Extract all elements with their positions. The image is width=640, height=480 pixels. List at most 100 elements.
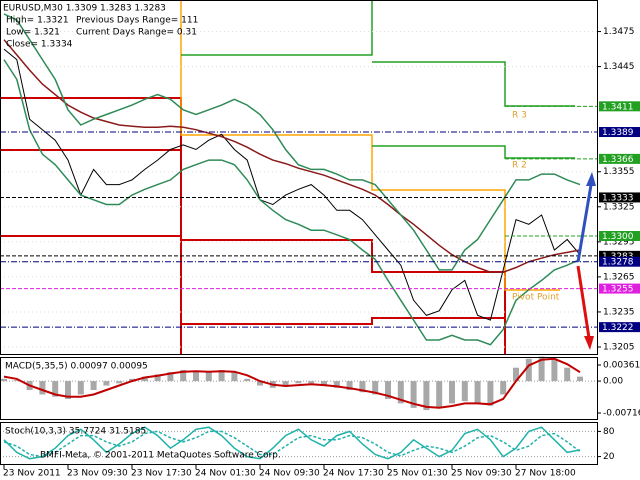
level-label: 1.3278: [602, 258, 634, 268]
y-tick-label: 1.3355: [603, 167, 635, 177]
level-label: 1.3300: [602, 232, 634, 242]
macd-bar: [52, 381, 59, 397]
macd-bar: [487, 381, 494, 406]
macd-bar: [551, 358, 558, 382]
stoch-title: Stoch(10,3,3) 35.7724 31.5185: [5, 427, 146, 437]
copyright: BMFI-Meta, © 2001-2011 MetaQuotes Softwa…: [40, 451, 281, 461]
macd-bar: [257, 381, 263, 386]
macd-bar: [116, 381, 123, 384]
arrows: [576, 172, 596, 350]
x-tick-label: 24 Nov 09:30: [259, 469, 320, 479]
y-tick-label: 1.3205: [603, 342, 635, 352]
y-tick-label: 20: [603, 452, 615, 462]
macd-bar: [321, 381, 327, 386]
info-text: Low= 1.321: [6, 28, 60, 38]
macd-bar: [436, 381, 443, 408]
level-box: [599, 192, 640, 203]
macd-bar: [397, 381, 404, 404]
info-text: Previous Days Range= 111: [76, 16, 198, 26]
macd-pane-border: [0, 357, 598, 420]
level-box: [599, 231, 640, 241]
macd-bar: [282, 381, 289, 386]
series-line: [3, 59, 581, 346]
y-tick-label: 0.00: [603, 377, 623, 387]
level-label: 1.3255: [602, 285, 634, 295]
series-line: [3, 48, 581, 321]
level-box: [599, 283, 640, 294]
macd-bar: [193, 372, 199, 382]
x-tick-label: 25 Nov 09:30: [451, 469, 512, 479]
y-tick-label: 0.00361: [603, 360, 640, 370]
macd-bar: [333, 381, 340, 388]
annotation: R 2: [512, 161, 527, 171]
macd-bar: [474, 381, 481, 404]
arrow-down: [576, 265, 591, 339]
macd-bar: [231, 372, 238, 382]
level-box: [599, 250, 640, 261]
macd-bar: [205, 372, 212, 382]
level-label: 1.3333: [602, 193, 634, 203]
annotation: R 3: [512, 111, 527, 121]
macd-bar: [410, 381, 417, 408]
pivot-step: [181, 0, 373, 56]
level-box: [599, 153, 640, 164]
info-text: Close= 1.3334: [6, 40, 73, 50]
x-tick-label: 23 Nov 17:30: [131, 469, 192, 479]
level-box: [599, 127, 640, 138]
info-text: Current Days Range= 0.31: [76, 28, 197, 38]
macd-bar: [564, 367, 571, 382]
macd-bar: [103, 381, 110, 386]
x-tick-label: 25 Nov 01:30: [387, 469, 448, 479]
series-line: [3, 430, 581, 458]
pivot-step: [372, 145, 575, 159]
x-tick-label: 24 Nov 17:30: [323, 469, 384, 479]
level-label: 1.3222: [602, 323, 634, 333]
macd-bar: [423, 381, 430, 411]
macd-bar: [218, 369, 225, 382]
macd-bar: [154, 374, 161, 382]
macd-bar: [500, 381, 507, 395]
arrow-head: [584, 336, 594, 350]
level-label: 1.3366: [602, 155, 634, 165]
macd-bar: [90, 381, 97, 391]
macd-bar: [308, 381, 315, 384]
annotation: Pivot Point: [512, 293, 560, 303]
pivot-step: [372, 61, 575, 107]
x-tick-label: 27 Nov 18:00: [515, 469, 576, 479]
level-label: 1.3389: [602, 128, 634, 138]
macd-bar: [244, 378, 251, 382]
x-tick-label: 24 Nov 01:30: [195, 469, 256, 479]
series-line: [3, 426, 581, 460]
macd-bar: [461, 381, 468, 402]
signal-line: [3, 357, 581, 409]
y-tick-label: 1.3445: [603, 62, 635, 72]
macd-bar: [13, 380, 20, 382]
macd-bar: [141, 376, 148, 382]
macd-bar: [129, 378, 135, 382]
stoch-pane-border: [0, 422, 598, 465]
macd-bar: [346, 381, 353, 391]
series-line: [3, 39, 581, 273]
macd-bar: [77, 381, 84, 395]
macd-bar: [538, 356, 545, 382]
y-tick-label: 1.3265: [603, 272, 635, 282]
x-tick-label: 23 Nov 09:30: [67, 469, 128, 479]
level-box: [599, 322, 640, 333]
macd-bar: [385, 381, 391, 399]
macd-bar: [359, 381, 366, 393]
macd-bar: [65, 381, 71, 399]
macd-bar: [180, 369, 187, 382]
y-tick-label: 1.3295: [603, 237, 635, 247]
level-box: [599, 256, 640, 267]
macd-bar: [295, 381, 302, 384]
main-pane-border: [0, 0, 598, 355]
macd-bar: [513, 367, 519, 382]
y-tick-label: -0.00716: [603, 409, 640, 419]
series-line: [3, 13, 581, 271]
y-tick-label: 1.3325: [603, 202, 635, 212]
macd-bar: [525, 358, 532, 382]
y-tick-label: 80: [603, 427, 615, 437]
level-box: [599, 101, 640, 112]
y-tick-label: 1.3475: [603, 27, 635, 37]
